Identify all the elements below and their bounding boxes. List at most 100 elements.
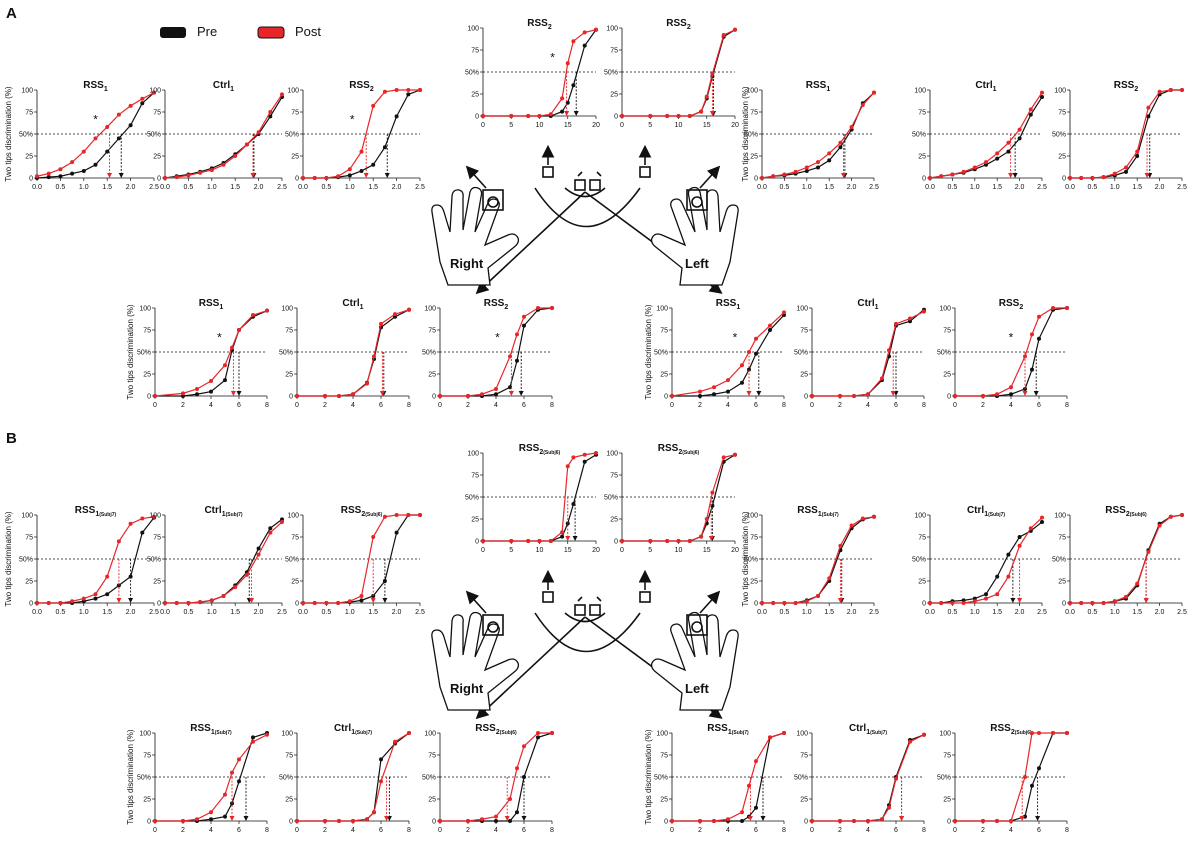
threshold-arrow (709, 111, 715, 116)
data-point (872, 514, 876, 519)
data-point (244, 572, 249, 577)
title-subscript: 2 (548, 24, 552, 31)
title-note: (Subj6) (1015, 730, 1032, 736)
x-tick-label: 2.5 (149, 184, 159, 191)
title-subscript: 2 (687, 24, 691, 31)
threshold-arrow (1019, 816, 1025, 821)
threshold-arrow (518, 391, 524, 396)
data-point (365, 381, 369, 386)
data-point (515, 810, 519, 815)
data-point (359, 593, 364, 598)
data-point (698, 389, 702, 394)
data-point (140, 101, 145, 106)
data-point (1037, 314, 1041, 319)
y-tick-label: 50% (937, 775, 951, 782)
x-tick-label: 0.5 (322, 184, 332, 191)
x-tick-label: 10 (536, 547, 544, 554)
y-tick-label: 75 (750, 110, 758, 117)
y-tick-label: 0 (147, 819, 151, 826)
data-point (418, 88, 422, 92)
data-point (209, 168, 214, 173)
x-tick-label: 6 (237, 402, 241, 409)
data-point (1017, 127, 1022, 132)
x-tick-label: 0 (620, 547, 624, 554)
y-tick-label: 75 (153, 535, 161, 542)
data-point (1009, 392, 1013, 397)
x-tick-label: 0.0 (925, 609, 935, 616)
panel: 0 25 50% 75 100 0 2 4 6 8 Two tips discrimination … (126, 298, 269, 409)
panel: 0 25 50% 75 100 0.0 0.5 1.0 1.5 2.0 2.5 RSS2 * (285, 80, 425, 191)
x-tick-label: 0.0 (757, 609, 767, 616)
data-point (560, 96, 565, 101)
x-tick-label: 1.5 (824, 184, 834, 191)
data-point (804, 168, 809, 173)
data-point (379, 757, 383, 762)
data-point (371, 535, 376, 539)
data-point (347, 599, 352, 604)
data-point (887, 348, 891, 353)
data-point (466, 394, 470, 398)
y-axis-label: Two tips discrimination (%) (644, 729, 653, 824)
x-tick-label: 0.5 (322, 609, 332, 616)
x-tick-label: 0.0 (32, 609, 42, 616)
title-main: RSS (658, 443, 679, 454)
x-tick-label: 1.0 (970, 184, 980, 191)
x-tick-label: 2.0 (1015, 609, 1025, 616)
x-tick-label: 2.0 (254, 609, 264, 616)
x-tick-label: 0.0 (298, 609, 308, 616)
data-point (950, 601, 955, 605)
y-tick-label: 75 (943, 328, 951, 335)
x-tick-label: 1.5 (368, 609, 378, 616)
title-subscript: 2 (678, 449, 682, 456)
y-tick-label: 25 (610, 517, 618, 524)
data-point (233, 154, 238, 158)
data-point (1112, 171, 1117, 176)
data-point (140, 516, 145, 521)
y-tick-label: 25 (153, 579, 161, 586)
y-axis-label: Two tips discrimination (%) (741, 86, 750, 181)
x-tick-label: 2.5 (1177, 609, 1187, 616)
y-tick-label: 75 (428, 753, 436, 760)
y-tick-label: 0 (1062, 176, 1066, 183)
data-point (509, 539, 514, 543)
data-point (712, 392, 716, 397)
data-point (699, 109, 704, 114)
y-tick-label: 0 (804, 394, 808, 401)
data-point (648, 114, 653, 118)
title-note: (Subj7) (215, 730, 232, 736)
data-point (816, 160, 820, 165)
x-tick-label: 2.5 (1037, 609, 1047, 616)
data-point (105, 149, 110, 154)
hand-label: Left (685, 681, 710, 696)
y-tick-label: 0 (614, 539, 618, 546)
y-tick-label: 50% (465, 495, 479, 502)
x-tick-label: 0.5 (184, 609, 194, 616)
data-point (163, 601, 167, 605)
threshold-arrow (384, 173, 390, 178)
data-point (880, 376, 884, 381)
data-point (838, 394, 842, 398)
title-main: RSS (806, 80, 827, 91)
x-tick-label: 0 (810, 827, 814, 834)
data-point (438, 819, 442, 823)
legend-label: Pre (197, 24, 217, 39)
series-line (483, 454, 597, 542)
x-tick-label: 0.0 (32, 184, 42, 191)
data-point (804, 165, 809, 170)
data-point (336, 174, 341, 179)
y-tick-label: 0 (295, 601, 299, 608)
data-point (221, 162, 226, 167)
x-tick-label: 2.0 (1155, 609, 1165, 616)
x-tick-label: 1.5 (102, 609, 112, 616)
data-point (1051, 731, 1055, 735)
data-point (481, 114, 485, 118)
data-point (393, 312, 397, 317)
data-point (571, 83, 576, 88)
y-tick-label: 25 (660, 797, 668, 804)
y-tick-label: 50% (912, 132, 926, 139)
data-point (372, 354, 376, 359)
threshold-arrow (837, 598, 843, 603)
data-point (371, 103, 376, 108)
title-subscript: 1 (211, 729, 215, 736)
threshold-arrow (116, 598, 122, 603)
